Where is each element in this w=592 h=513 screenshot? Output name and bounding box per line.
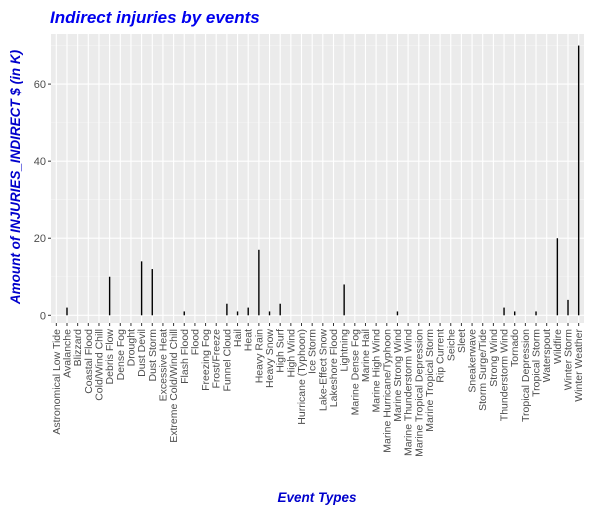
x-tick-label: Coastal Flood <box>83 329 95 394</box>
chart-title: Indirect injuries by events <box>50 8 260 27</box>
bar <box>396 311 399 316</box>
y-axis: 0 20 40 60 <box>34 79 51 322</box>
y-tick-label: 40 <box>34 156 46 168</box>
x-tick-label: Flash Flood <box>179 329 191 384</box>
bar <box>236 311 239 316</box>
y-tick-label: 0 <box>40 310 46 322</box>
bar <box>343 284 345 316</box>
x-tick-label: High Wind <box>285 329 297 378</box>
x-tick-label: Waterspout <box>541 329 553 382</box>
x-tick-label: Marine Tropical Storm <box>424 329 436 432</box>
bar <box>556 238 559 316</box>
bar <box>183 311 185 316</box>
bar <box>258 249 260 316</box>
x-tick-label: Storm Surge/Tide <box>477 329 489 411</box>
bar <box>567 299 569 316</box>
x-tick-label: Tropical Depression <box>520 329 532 422</box>
x-axis-title: Event Types <box>277 490 357 505</box>
x-tick-label: Winter Storm <box>563 329 575 391</box>
x-tick-label: Dust Devil <box>136 329 148 377</box>
x-tick-label: Lakeshore Flood <box>328 329 340 407</box>
bar <box>279 303 281 316</box>
y-tick-label: 60 <box>34 79 46 91</box>
x-tick-label: Flood <box>189 329 201 355</box>
x-tick-label: Lake-Effect Snow <box>317 329 329 412</box>
x-tick-label: Thunderstorm Wind <box>499 329 511 421</box>
x-tick-label: Blizzard <box>72 329 84 367</box>
bar <box>151 269 153 316</box>
x-tick-label: Debris Flow <box>104 329 116 385</box>
x-tick-label: Funnel Cloud <box>221 329 233 392</box>
x-tick-label: Lightning <box>339 329 351 372</box>
x-tick-label: Hurricane (Typhoon) <box>296 329 308 425</box>
x-tick-label: Avalanche <box>61 329 73 378</box>
x-tick-label: Sleet <box>456 329 468 353</box>
x-tick-label: Marine High Wind <box>371 329 383 413</box>
bar <box>514 311 516 316</box>
x-tick-label: Marine Hail <box>360 329 372 382</box>
bar <box>140 261 143 316</box>
x-tick-label: Heavy Rain <box>253 329 265 383</box>
x-tick-label: Tropical Storm <box>531 329 543 397</box>
bars <box>66 45 580 316</box>
x-tick-label: Rip Current <box>435 329 447 383</box>
x-tick-label: Tornado <box>509 329 521 367</box>
x-tick-label: Marine Tropical Depression <box>413 329 425 457</box>
x-tick-label: Hail <box>232 329 244 347</box>
x-tick-label: Drought <box>125 329 137 366</box>
bar <box>503 307 505 316</box>
bar <box>268 311 271 316</box>
x-tick-label: Cold/Wind Chill <box>93 329 105 401</box>
x-tick-label: Wildfire <box>552 329 564 364</box>
bar <box>66 307 68 316</box>
x-tick-label: Dense Fog <box>115 329 127 381</box>
x-tick-label: Frost/Freeze <box>211 329 223 389</box>
bar <box>247 307 249 316</box>
x-tick-label: Marine Hurricane/Typhoon <box>381 329 393 453</box>
x-tick-label: Heavy Snow <box>264 329 276 388</box>
y-axis-title: Amount of INJURIES_INDIRECT $ (in K) <box>8 49 23 305</box>
x-tick-label: Heat <box>243 329 255 351</box>
minor-grid <box>51 45 584 278</box>
bar <box>577 45 580 316</box>
x-axis: Astronomical Low TideAvalancheBlizzardCo… <box>51 323 585 457</box>
bar <box>226 303 228 316</box>
x-tick-label: Ice Storm <box>307 329 319 374</box>
x-tick-label: Freezing Fog <box>200 329 212 391</box>
x-tick-label: Strong Wind <box>488 329 500 387</box>
x-tick-label: Marine Dense Fog <box>349 329 361 416</box>
x-tick-label: Marine Thunderstorm Wind <box>403 329 415 456</box>
x-tick-label: Astronomical Low Tide <box>51 329 63 435</box>
x-tick-label: Dust Storm <box>147 329 159 382</box>
x-tick-label: Seiche <box>445 329 457 361</box>
plot-panel <box>51 34 584 323</box>
y-tick-label: 20 <box>34 233 46 245</box>
x-tick-label: Excessive Heat <box>157 329 169 401</box>
x-tick-label: Sneakerwave <box>467 329 479 393</box>
x-tick-label: Marine Strong Wind <box>392 329 404 422</box>
x-tick-label: Extreme Cold/Wind Chill <box>168 329 180 443</box>
bar <box>108 276 111 316</box>
bar <box>535 311 537 316</box>
x-tick-label: Winter Weather <box>573 329 585 402</box>
x-tick-label: High Surf <box>275 329 287 373</box>
